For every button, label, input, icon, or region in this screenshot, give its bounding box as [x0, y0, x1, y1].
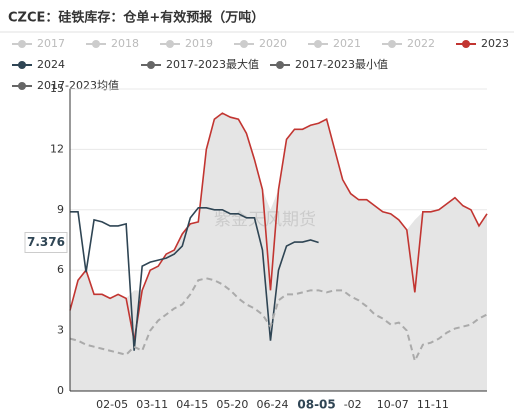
legend-marker [388, 40, 396, 48]
pointer-box [24, 231, 68, 253]
legend-marker [314, 40, 322, 48]
x-tick-label: 02-05 [96, 398, 128, 411]
x-tick-label: 10-07 [377, 398, 409, 411]
x-tick-label: -02 [344, 398, 362, 411]
series-line [69, 112, 488, 341]
x-tick-label: 05-20 [216, 398, 248, 411]
x-tick-label: 08-05 [297, 398, 335, 412]
legend-label[interactable]: 2017-2023最小值 [295, 58, 388, 71]
x-tick-label: 06-24 [256, 398, 288, 411]
legend-label[interactable]: 2021 [333, 37, 361, 50]
legend-marker [18, 61, 26, 69]
legend-marker [147, 61, 155, 69]
x-tick-label: 11-11 [417, 398, 449, 411]
legend-marker [18, 40, 26, 48]
legend-label[interactable]: 2018 [111, 37, 139, 50]
y-tick-label: 6 [57, 263, 64, 276]
x-tick-label: 04-15 [176, 398, 208, 411]
y-tick-label: 3 [57, 324, 64, 337]
range-area [70, 113, 487, 391]
legend-marker [462, 40, 470, 48]
legend-marker [276, 61, 284, 69]
legend-label[interactable]: 2019 [185, 37, 213, 50]
legend-marker [166, 40, 174, 48]
y-tick-label: 0 [57, 384, 64, 397]
legend-label[interactable]: 2017 [37, 37, 65, 50]
y-tick-label: 9 [57, 203, 64, 216]
legend-marker [92, 40, 100, 48]
legend-label[interactable]: 2020 [259, 37, 287, 50]
y-tick-label: 15 [50, 82, 64, 95]
legend-label[interactable]: 2022 [407, 37, 435, 50]
legend-marker [240, 40, 248, 48]
chart-title: CZCE：硅铁库存：仓单+有效预报（万吨） [8, 10, 264, 26]
series-line [70, 206, 319, 351]
x-tick-label: 03-11 [136, 398, 168, 411]
series-line [69, 277, 488, 364]
legend-marker [18, 82, 26, 90]
legend-label[interactable]: 2024 [37, 58, 65, 71]
legend-label[interactable]: 2023 [481, 37, 509, 50]
legend-label[interactable]: 2017-2023最大值 [166, 57, 259, 71]
pointer-label: 7.376 [27, 235, 65, 249]
y-tick-label: 12 [50, 142, 64, 155]
